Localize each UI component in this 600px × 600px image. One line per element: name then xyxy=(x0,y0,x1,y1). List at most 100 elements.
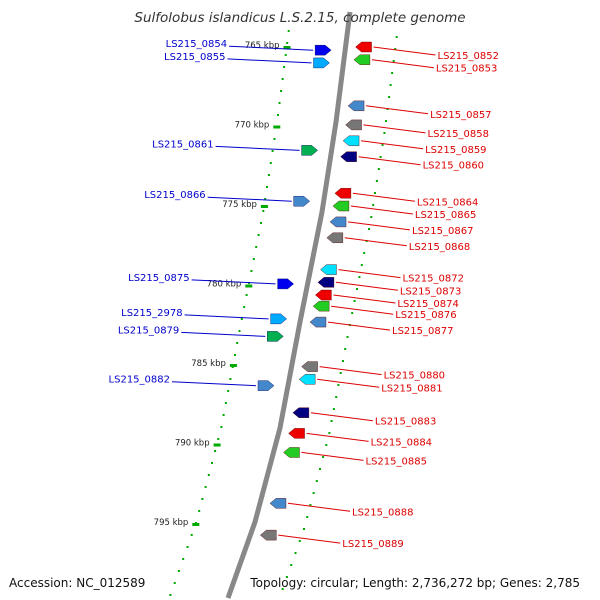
guide-dot xyxy=(285,576,288,578)
reverse-gene-arrow xyxy=(342,135,360,147)
guide-dot xyxy=(392,60,395,62)
forward-gene-arrow xyxy=(270,313,287,325)
forward-gene-label: LS215_0855 xyxy=(164,52,225,63)
guide-dot xyxy=(269,162,272,164)
accession-text: Accession: NC_012589 xyxy=(9,576,146,590)
reverse-gene-arrow xyxy=(320,264,337,275)
reverse-gene-leader xyxy=(306,432,369,442)
reverse-gene-leader xyxy=(317,378,380,388)
guide-dot xyxy=(266,186,268,188)
reverse-gene-arrow xyxy=(317,277,335,288)
reverse-gene-leader xyxy=(278,534,341,544)
guide-dot xyxy=(325,444,328,446)
reverse-gene-arrow xyxy=(298,374,316,385)
reverse-gene-arrow xyxy=(288,428,305,439)
guide-dot xyxy=(374,192,376,194)
forward-gene-leader xyxy=(184,314,269,320)
reverse-gene-arrow xyxy=(334,188,352,199)
topology-text: Topology: circular; Length: 2,736,272 bp… xyxy=(250,576,580,590)
reverse-gene-arrow xyxy=(269,498,287,509)
guide-dot xyxy=(267,174,270,176)
guide-dot xyxy=(182,558,185,560)
reverse-gene-leader xyxy=(363,124,426,134)
forward-gene-label: LS215_0879 xyxy=(118,325,179,336)
reverse-gene-label: LS215_0858 xyxy=(428,129,489,140)
map-title: Sulfolobus islandicus L.S.2.15, complete… xyxy=(134,10,466,26)
guide-dot xyxy=(344,348,347,350)
reverse-gene-label: LS215_0868 xyxy=(409,242,470,253)
guide-dot xyxy=(356,288,358,290)
guide-dot xyxy=(342,360,344,362)
reverse-gene-label: LS215_0853 xyxy=(436,64,497,75)
guide-dot xyxy=(186,546,189,548)
reverse-gene-arrow xyxy=(292,407,310,418)
guide-dot xyxy=(319,468,321,470)
forward-gene-leader xyxy=(215,145,300,151)
guide-dot xyxy=(358,276,361,278)
guide-dot xyxy=(360,264,363,266)
guide-dot xyxy=(177,570,180,572)
genome-backbone xyxy=(225,11,353,599)
reverse-gene-label: LS215_0852 xyxy=(438,51,499,62)
reverse-gene-arrow xyxy=(355,41,372,53)
guide-dot xyxy=(257,234,260,236)
guide-dot xyxy=(368,228,370,230)
reverse-gene-label: LS215_0884 xyxy=(371,437,432,448)
reverse-gene-leader xyxy=(358,156,421,166)
guide-dot xyxy=(377,168,380,170)
reverse-gene-label: LS215_0859 xyxy=(425,145,486,156)
forward-gene-label: LS215_0875 xyxy=(128,273,189,284)
forward-gene-arrow xyxy=(257,380,275,391)
guide-dot xyxy=(372,204,375,206)
reverse-gene-leader xyxy=(301,451,364,461)
guide-dot xyxy=(264,198,267,200)
kbp-tick-label: 785 kbp xyxy=(191,359,226,369)
guide-dot xyxy=(252,258,255,260)
kbp-tick-label: 775 kbp xyxy=(222,200,257,210)
reverse-gene-label: LS215_0880 xyxy=(384,371,445,382)
guide-dot xyxy=(337,384,340,386)
reverse-gene-label: LS215_0877 xyxy=(392,326,453,337)
guide-dot xyxy=(328,432,331,434)
kbp-tick-label: 795 kbp xyxy=(154,518,189,528)
guide-dot xyxy=(339,372,342,374)
reverse-gene-leader xyxy=(331,305,394,315)
forward-gene-leader xyxy=(229,45,314,51)
kbp-tick xyxy=(273,125,281,129)
forward-gene-arrow xyxy=(293,196,310,207)
guide-dot xyxy=(290,564,293,566)
guide-dot xyxy=(383,132,386,134)
guide-dot xyxy=(281,78,284,80)
guide-dot xyxy=(271,150,274,152)
reverse-gene-arrow xyxy=(329,216,347,228)
guide-dot xyxy=(309,504,312,506)
guide-dot xyxy=(217,438,220,440)
guide-dot xyxy=(227,390,230,392)
guide-dot xyxy=(224,402,227,404)
gene-labels: LS215_0854 LS215_0855 LS215_0861 LS215_0866… xyxy=(109,39,499,550)
guide-dot xyxy=(278,102,281,104)
forward-gene-label: LS215_0866 xyxy=(144,190,205,201)
kbp-tick-label: 770 kbp xyxy=(235,121,270,131)
guide-dot xyxy=(353,300,356,302)
reverse-gene-label: LS215_0857 xyxy=(430,110,491,121)
guide-dot xyxy=(229,378,232,380)
reverse-gene-leader xyxy=(327,321,391,331)
reverse-gene-leader xyxy=(352,192,415,202)
guide-dot xyxy=(173,582,176,584)
reverse-gene-leader xyxy=(344,237,407,247)
reverse-gene-arrow xyxy=(326,232,344,243)
guide-dot xyxy=(222,414,225,416)
kbp-tick-label: 765 kbp xyxy=(245,41,280,51)
guide-dot xyxy=(370,216,373,218)
reverse-gene-arrow xyxy=(260,529,277,541)
guide-dot xyxy=(273,138,276,140)
guide-dot xyxy=(298,540,301,542)
guide-dot xyxy=(306,516,309,518)
kbp-tick xyxy=(260,205,268,208)
guide-dot xyxy=(245,294,248,296)
guide-dot xyxy=(363,252,366,254)
reverse-gene-leader xyxy=(350,205,413,215)
reverse-gene-leader xyxy=(366,105,429,115)
